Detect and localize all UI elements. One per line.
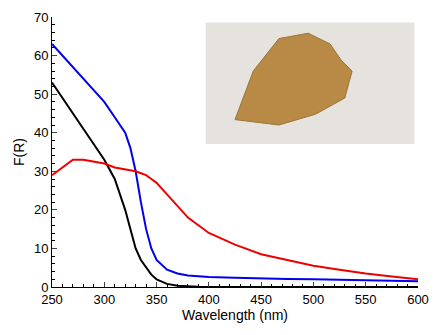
- svg-text:250: 250: [41, 292, 63, 307]
- svg-text:600: 600: [407, 292, 429, 307]
- svg-text:550: 550: [355, 292, 377, 307]
- svg-text:40: 40: [34, 125, 48, 140]
- svg-text:350: 350: [146, 292, 168, 307]
- svg-text:Wavelength (nm): Wavelength (nm): [182, 307, 288, 323]
- svg-text:F(R): F(R): [11, 138, 27, 166]
- svg-text:20: 20: [34, 202, 48, 217]
- svg-text:10: 10: [34, 241, 48, 256]
- svg-text:300: 300: [93, 292, 115, 307]
- svg-text:50: 50: [34, 87, 48, 102]
- svg-text:60: 60: [34, 48, 48, 63]
- svg-text:70: 70: [34, 10, 48, 25]
- svg-text:0: 0: [41, 280, 48, 295]
- svg-text:500: 500: [303, 292, 325, 307]
- svg-text:400: 400: [198, 292, 220, 307]
- svg-text:450: 450: [250, 292, 272, 307]
- svg-text:30: 30: [34, 164, 48, 179]
